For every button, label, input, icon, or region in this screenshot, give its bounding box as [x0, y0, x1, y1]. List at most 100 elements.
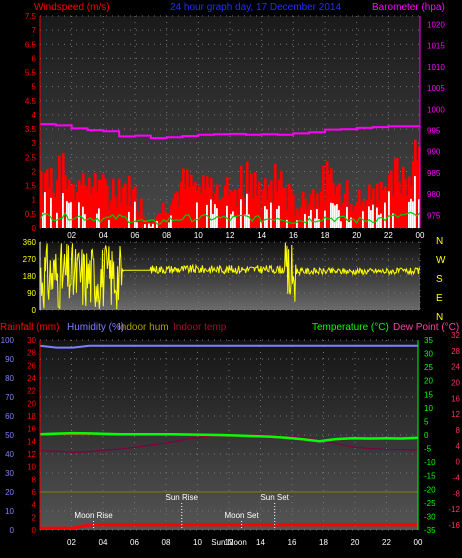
wind-speed-bar: [390, 170, 393, 228]
wind-speed-bar: [74, 200, 77, 228]
temp-series: [39, 344, 419, 530]
wind-gust-bar: [62, 192, 64, 228]
wind-speed-bar: [126, 205, 129, 228]
wind-speed-bar: [272, 203, 275, 228]
wind-gust-bar: [332, 203, 334, 228]
temperature-tick-label: 10: [424, 404, 433, 413]
wind-gust-bar: [66, 201, 68, 228]
wind-x-tick-label: 12: [226, 231, 235, 240]
wind-gust-bar: [408, 201, 410, 228]
wind-y-tick-label: 2.5: [25, 153, 37, 162]
wind-speed-bar: [118, 178, 121, 228]
wind-speed-bar: [406, 195, 409, 228]
wind-gust-bar: [96, 213, 98, 228]
temp-x-tick-label: 20: [351, 538, 360, 547]
wind-speed-bar: [228, 195, 231, 228]
wind-speed-bar: [360, 204, 363, 228]
wind-speed-bar: [88, 177, 91, 228]
wind-speed-bar: [206, 176, 209, 228]
wind-series: [39, 139, 421, 228]
indoor-temp-tick-label: 4: [456, 442, 461, 451]
wind-speed-bar: [398, 182, 401, 228]
rain-tick-label: 26: [27, 361, 36, 370]
wind-gust-bar: [372, 204, 374, 228]
wind-speed-bar: [288, 184, 291, 228]
wind-speed-bar: [164, 210, 167, 228]
wind-gust-bar: [70, 202, 72, 228]
wind-gust-bar: [270, 202, 272, 228]
wind-gust-bar: [380, 213, 382, 228]
wind-y-tick-label: 0.5: [25, 210, 37, 219]
barometer-y-tick-label: 995: [427, 126, 441, 135]
wind-speed-bar: [378, 200, 381, 228]
wind-y-tick-label: 4: [32, 111, 37, 120]
wind-speed-bar: [256, 195, 259, 228]
temperature-tick-label: -5: [424, 445, 432, 454]
barometer-y-tick-label: 1015: [427, 42, 445, 51]
wind-speed-bar: [100, 180, 103, 228]
wind-speed-bar: [264, 178, 267, 228]
wind-speed-bar: [108, 209, 111, 228]
wind-speed-bar: [48, 187, 51, 228]
wind-speed-bar: [76, 192, 79, 228]
temp-x-tick-label: 00: [414, 538, 423, 547]
wind-speed-bar: [286, 209, 289, 228]
direction-y-tick-label: 0: [32, 306, 37, 315]
wind-speed-bar: [194, 182, 197, 228]
temp-x-tick-label: 10: [193, 538, 202, 547]
wind-speed-bar: [312, 189, 315, 228]
wind-y-tick-label: 1.5: [25, 182, 37, 191]
wind-speed-bar: [204, 189, 207, 228]
humidity-tick-label: 80: [5, 374, 14, 383]
wind-x-tick-label: 20: [352, 231, 361, 240]
indoor-temp-tick-label: -8: [453, 489, 461, 498]
indoor-temp-tick-label: 24: [451, 363, 460, 372]
rain-tick-label: 10: [27, 463, 36, 472]
wind-speed-bar: [238, 188, 241, 228]
barometer-y-tick-label: 1010: [427, 63, 445, 72]
wind-gust-bar: [148, 223, 150, 228]
rain-tick-label: 22: [27, 387, 36, 396]
temperature-line: [39, 431, 419, 443]
wind-gust-bar: [324, 210, 326, 228]
wind-speed-bar: [252, 198, 255, 228]
wind-gust-bar: [338, 210, 340, 228]
wind-speed-bar: [248, 193, 251, 228]
direction-series: [39, 242, 421, 310]
wind-speed-bar: [304, 198, 307, 228]
indoor-temp-tick-label: 16: [451, 394, 460, 403]
wind-speed-bar: [294, 215, 297, 228]
wind-speed-bar: [416, 160, 419, 228]
wind-gust-bar: [210, 199, 212, 228]
temperature-tick-label: -15: [424, 472, 436, 481]
wind-gust-bar: [42, 212, 44, 228]
wind-speed-bar: [356, 202, 359, 228]
wind-gust-bar: [214, 204, 216, 228]
wind-speed-bar: [300, 206, 303, 228]
wind-gust-bar: [392, 213, 394, 228]
wind-speed-bar: [146, 221, 149, 228]
wind-gust-bar: [144, 223, 146, 228]
wind-gust-bar: [240, 199, 242, 228]
wind-speed-bar: [374, 208, 377, 228]
temperature-tick-label: -35: [424, 526, 436, 535]
humidity-tick-label: 20: [5, 488, 14, 497]
wind-gust-bar: [244, 214, 246, 228]
wind-speed-bar: [94, 172, 97, 228]
rain-tick-label: 6: [32, 488, 37, 497]
sun-noon-label: Sun Noon: [211, 538, 247, 547]
rain-tick-label: 4: [32, 501, 37, 510]
wind-speed-bar: [56, 180, 59, 228]
moon-rise-label: Moon Rise: [74, 511, 113, 520]
wind-gust-bar: [316, 208, 318, 228]
wind-gust-bar: [50, 197, 52, 228]
wind-gust-bar: [260, 221, 262, 228]
wind-gust-bar: [376, 207, 378, 228]
wind-speed-bar: [330, 168, 333, 228]
wind-speed-bar: [302, 192, 305, 228]
temp-x-tick-label: 02: [67, 538, 76, 547]
humidity-tick-label: 70: [5, 393, 14, 402]
